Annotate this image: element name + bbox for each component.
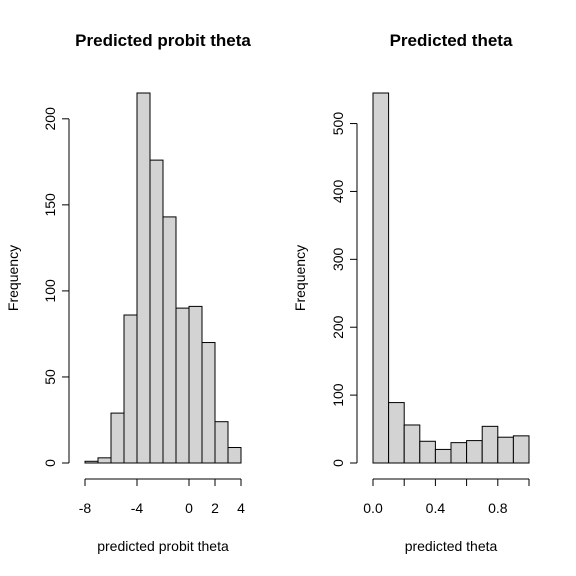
histogram-bar: [227, 447, 242, 464]
histogram-bar: [403, 424, 421, 464]
x-tick-label: 0: [185, 500, 193, 516]
chart-title: Predicted theta: [390, 31, 513, 50]
bars: [84, 92, 242, 464]
histogram-bar: [450, 442, 468, 464]
y-tick-label: 500: [330, 112, 346, 136]
x-tick-label: 2: [211, 500, 219, 516]
x-axis: -8 -4 0 2 4: [79, 478, 245, 516]
x-tick-label: -8: [79, 500, 92, 516]
histogram-bar: [466, 440, 483, 464]
y-tick-label: 200: [42, 107, 58, 131]
x-tick-label: 0.4: [426, 500, 446, 516]
histogram-bar: [97, 457, 112, 464]
y-tick-label: 150: [42, 193, 58, 217]
y-tick-label: 50: [42, 369, 58, 385]
histogram-bar: [372, 92, 390, 464]
y-axis-label: Frequency: [292, 245, 308, 311]
y-tick-label: 100: [42, 279, 58, 303]
y-tick-label: 200: [330, 315, 346, 339]
x-tick-label: 0.8: [488, 500, 508, 516]
histogram-bar: [512, 435, 530, 464]
histogram-bar: [481, 425, 499, 464]
histogram-bar: [175, 307, 190, 464]
histogram-bar: [188, 305, 203, 464]
y-axis: 0 50 100 150 200: [42, 107, 70, 467]
histogram-bar: [201, 342, 216, 464]
x-axis: 0.0 0.4 0.8: [363, 478, 530, 516]
y-tick-label: 400: [330, 180, 346, 204]
histogram-bar: [497, 436, 514, 464]
chart-title: Predicted probit theta: [75, 31, 251, 50]
x-tick-label: -4: [131, 500, 144, 516]
histogram-bar: [136, 92, 151, 464]
histogram-bar: [214, 421, 229, 464]
y-tick-label: 100: [330, 383, 346, 407]
histogram-bar: [110, 412, 125, 464]
histogram-probit-theta: Predicted probit theta predicted probit …: [5, 31, 251, 554]
x-axis-label: predicted probit theta: [97, 538, 229, 554]
histogram-bar: [123, 314, 138, 464]
histogram-bar: [162, 216, 177, 464]
histogram-bar: [388, 402, 405, 464]
histogram-theta: Predicted theta predicted theta Frequenc…: [292, 31, 530, 554]
y-axis-label: Frequency: [5, 245, 21, 311]
y-axis: 0 100 200 300 400 500: [330, 112, 358, 467]
y-tick-label: 300: [330, 247, 346, 271]
bars: [372, 92, 530, 464]
x-tick-label: 4: [237, 500, 245, 516]
histogram-bar: [434, 448, 452, 464]
y-tick-label: 0: [42, 459, 58, 467]
histogram-bar: [419, 440, 436, 464]
x-tick-label: 0.0: [363, 500, 383, 516]
y-tick-label: 0: [330, 459, 346, 467]
histogram-bar: [84, 460, 99, 464]
x-axis-label: predicted theta: [405, 538, 498, 554]
histogram-bar: [149, 159, 164, 464]
